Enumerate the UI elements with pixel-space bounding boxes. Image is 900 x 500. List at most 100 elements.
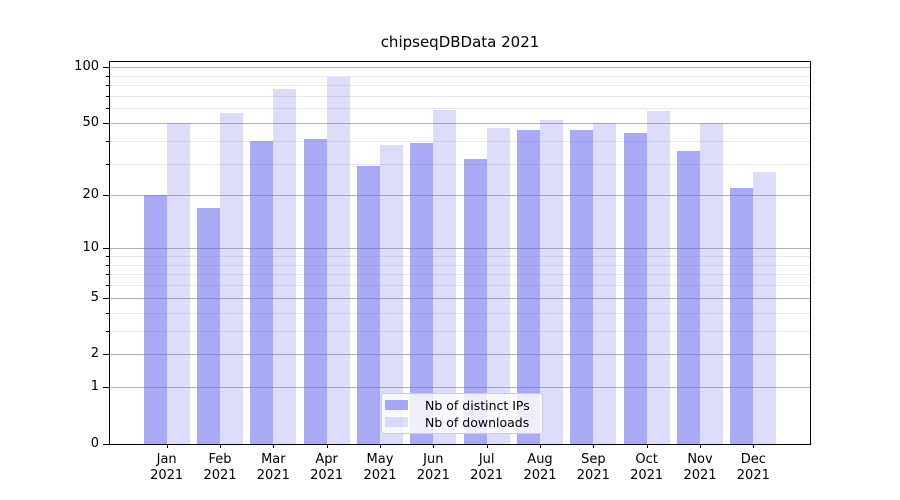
gridline-minor (110, 140, 810, 142)
x-tick-label-year: 2021 (203, 468, 237, 483)
x-tick (593, 444, 595, 448)
x-tick-label-year: 2021 (150, 468, 184, 483)
x-tick-label: Mar 2021 (243, 452, 303, 484)
x-tick-label-year: 2021 (256, 468, 290, 483)
y-tick (103, 387, 109, 389)
gridline-major (110, 354, 810, 356)
bar-downloads (326, 76, 350, 444)
y-tick-label: 0 (90, 436, 99, 451)
gridline-minor (110, 163, 810, 165)
y-tick-minor (106, 95, 109, 97)
x-tick-label-month: May (366, 452, 394, 467)
x-tick (220, 444, 221, 448)
y-tick-label: 20 (82, 187, 99, 203)
gridline-minor (110, 264, 810, 266)
x-tick-label-month: Oct (635, 452, 658, 467)
bar-distinct-ips (197, 208, 220, 444)
y-tick-minor (106, 274, 109, 276)
x-tick-label-year: 2021 (363, 468, 397, 483)
x-tick (380, 444, 381, 448)
bar-downloads (486, 127, 510, 444)
gridline-major (110, 195, 810, 197)
y-tick-label: 10 (82, 240, 99, 256)
y-tick-label: 50 (82, 114, 99, 130)
bar-distinct-ips (517, 129, 540, 444)
x-tick-label-year: 2021 (416, 468, 450, 483)
x-tick-label: Oct 2021 (617, 452, 677, 484)
bar-downloads (646, 111, 670, 444)
x-tick-label: Dec 2021 (723, 452, 783, 484)
y-tick-minor (106, 85, 109, 87)
gridline-major (110, 122, 810, 124)
plot-area (109, 61, 811, 445)
x-tick-label-month: Jul (478, 452, 495, 467)
x-tick (753, 444, 755, 448)
y-tick (103, 354, 109, 356)
x-tick-label-year: 2021 (576, 468, 610, 483)
bar-distinct-ips (677, 151, 700, 444)
bar-distinct-ips (250, 140, 274, 444)
bar-distinct-ips (410, 142, 434, 444)
x-tick-label: Jun 2021 (403, 452, 463, 484)
y-tick-minor (106, 264, 109, 266)
y-tick-label: 100 (74, 59, 99, 75)
y-tick-minor (106, 108, 109, 110)
y-tick-minor (106, 312, 109, 314)
y-tick-label: 2 (90, 346, 99, 362)
y-tick (103, 67, 109, 69)
bar-downloads (540, 119, 563, 444)
x-tick (486, 444, 488, 448)
y-tick-minor (106, 285, 109, 287)
x-tick-label-month: Sep (581, 452, 606, 467)
y-tick-minor (106, 140, 109, 142)
y-tick (103, 122, 109, 124)
gridline-minor (110, 85, 810, 87)
bar-distinct-ips (303, 138, 327, 444)
x-tick (326, 444, 328, 448)
x-tick-label: Apr 2021 (297, 452, 357, 484)
y-tick (103, 248, 109, 250)
gridline-minor (110, 330, 810, 332)
x-tick-label-month: Nov (687, 452, 713, 467)
x-tick-label: Aug 2021 (510, 452, 570, 484)
x-tick-label: Nov 2021 (670, 452, 730, 484)
x-tick-label: Sep 2021 (563, 452, 623, 484)
x-tick-label-month: Mar (261, 452, 286, 467)
bar-distinct-ips (623, 133, 647, 444)
x-tick-label-year: 2021 (470, 468, 504, 483)
bar-downloads (433, 109, 457, 444)
gridline-major (110, 248, 810, 250)
bar-downloads (166, 123, 190, 444)
bar-distinct-ips (570, 129, 594, 444)
chart-title: chipseqDBData 2021 (380, 33, 540, 51)
legend-swatch-distinct-ips (385, 400, 408, 410)
bar-downloads (273, 89, 297, 444)
legend-label-downloads: Nb of downloads (425, 414, 530, 430)
x-tick-label: Jan 2021 (137, 452, 197, 484)
y-tick (103, 297, 109, 299)
legend-swatch-downloads (385, 417, 408, 427)
gridline-minor (110, 95, 810, 97)
x-tick-label: Feb 2021 (190, 452, 250, 484)
y-tick-minor (106, 256, 109, 257)
legend-row: Nb of downloads (385, 414, 537, 430)
y-tick (103, 195, 109, 197)
x-tick-label-year: 2021 (523, 468, 557, 483)
y-tick-label: 5 (90, 289, 99, 305)
bar-distinct-ips (357, 166, 380, 444)
y-tick-minor (106, 330, 109, 332)
x-tick (700, 444, 701, 448)
x-tick (540, 444, 541, 448)
gridline-minor (110, 108, 810, 110)
bar-downloads (753, 171, 777, 444)
bar-downloads (380, 144, 403, 444)
x-tick-label-month: Jan (156, 452, 177, 467)
x-tick (166, 444, 168, 448)
bar-distinct-ips (730, 188, 754, 444)
bar-downloads (593, 123, 617, 444)
gridline-major (110, 297, 810, 299)
legend-label-distinct-ips: Nb of distinct IPs (425, 397, 530, 413)
x-tick-label: Jul 2021 (457, 452, 517, 484)
gridline-minor (110, 274, 810, 276)
